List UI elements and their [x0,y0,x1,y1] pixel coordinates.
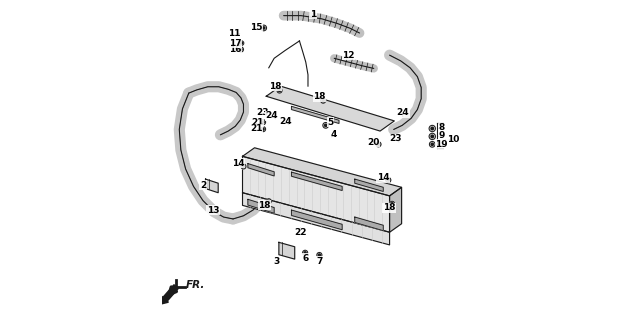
Text: 18: 18 [269,82,282,91]
Circle shape [386,178,391,182]
Polygon shape [355,217,383,231]
Text: 17: 17 [229,39,241,48]
Circle shape [429,133,435,140]
Circle shape [278,90,280,92]
Text: 21: 21 [251,118,264,127]
Circle shape [262,128,264,130]
Circle shape [303,250,308,255]
Circle shape [268,200,270,202]
Text: 16: 16 [229,45,241,54]
Circle shape [376,142,381,147]
Circle shape [431,127,433,130]
Circle shape [317,252,322,257]
Text: 20: 20 [367,137,380,147]
Circle shape [239,47,243,52]
Text: FR.: FR. [186,280,205,290]
Polygon shape [390,187,401,232]
Circle shape [390,201,395,206]
Text: 19: 19 [435,140,448,149]
Polygon shape [248,199,274,213]
Polygon shape [243,193,390,245]
Text: 12: 12 [342,51,355,60]
Circle shape [318,254,321,256]
Polygon shape [243,148,401,196]
Text: 18: 18 [313,93,326,101]
Polygon shape [292,172,342,190]
Circle shape [431,135,433,138]
Text: 6: 6 [302,254,308,263]
Text: 4: 4 [331,130,337,139]
Text: 24: 24 [279,117,292,126]
Circle shape [324,124,327,127]
Polygon shape [205,179,218,193]
Text: 24: 24 [266,111,278,120]
Circle shape [261,25,266,31]
Polygon shape [266,86,394,131]
Text: 14: 14 [232,159,244,168]
Text: 10: 10 [447,135,459,145]
Text: 18: 18 [259,201,271,210]
Polygon shape [279,242,294,259]
Text: 2: 2 [200,181,206,190]
Circle shape [323,122,328,128]
Circle shape [262,27,265,29]
Text: 14: 14 [377,173,390,182]
Text: 15: 15 [250,23,262,32]
Text: 18: 18 [383,203,395,212]
Text: 7: 7 [316,257,323,266]
Polygon shape [292,106,339,123]
Text: 8: 8 [438,123,445,132]
Circle shape [241,164,246,169]
Circle shape [321,98,326,103]
Circle shape [266,199,271,204]
Circle shape [243,166,244,167]
Circle shape [260,120,266,125]
Circle shape [429,125,435,132]
Text: 23: 23 [389,134,401,144]
Circle shape [240,48,242,50]
Text: 11: 11 [228,28,241,38]
Polygon shape [292,210,342,230]
Polygon shape [248,164,274,176]
Polygon shape [355,179,383,191]
Text: 3: 3 [273,257,280,266]
Circle shape [378,143,380,145]
FancyArrow shape [161,285,179,304]
Circle shape [322,100,324,102]
Text: 21: 21 [250,124,262,133]
Text: 24: 24 [397,108,409,117]
Text: 5: 5 [327,118,333,127]
Circle shape [260,127,266,132]
Text: 9: 9 [438,131,445,140]
Text: 13: 13 [207,206,220,215]
Circle shape [391,203,393,205]
Text: 22: 22 [294,228,307,237]
Text: 23: 23 [256,108,269,117]
Text: 1: 1 [310,10,316,19]
Circle shape [277,88,282,93]
Circle shape [241,42,243,44]
Circle shape [387,179,389,181]
Circle shape [239,41,244,45]
Circle shape [429,141,435,147]
Polygon shape [243,156,390,232]
Circle shape [304,252,306,254]
Circle shape [262,121,264,123]
Circle shape [431,143,433,145]
